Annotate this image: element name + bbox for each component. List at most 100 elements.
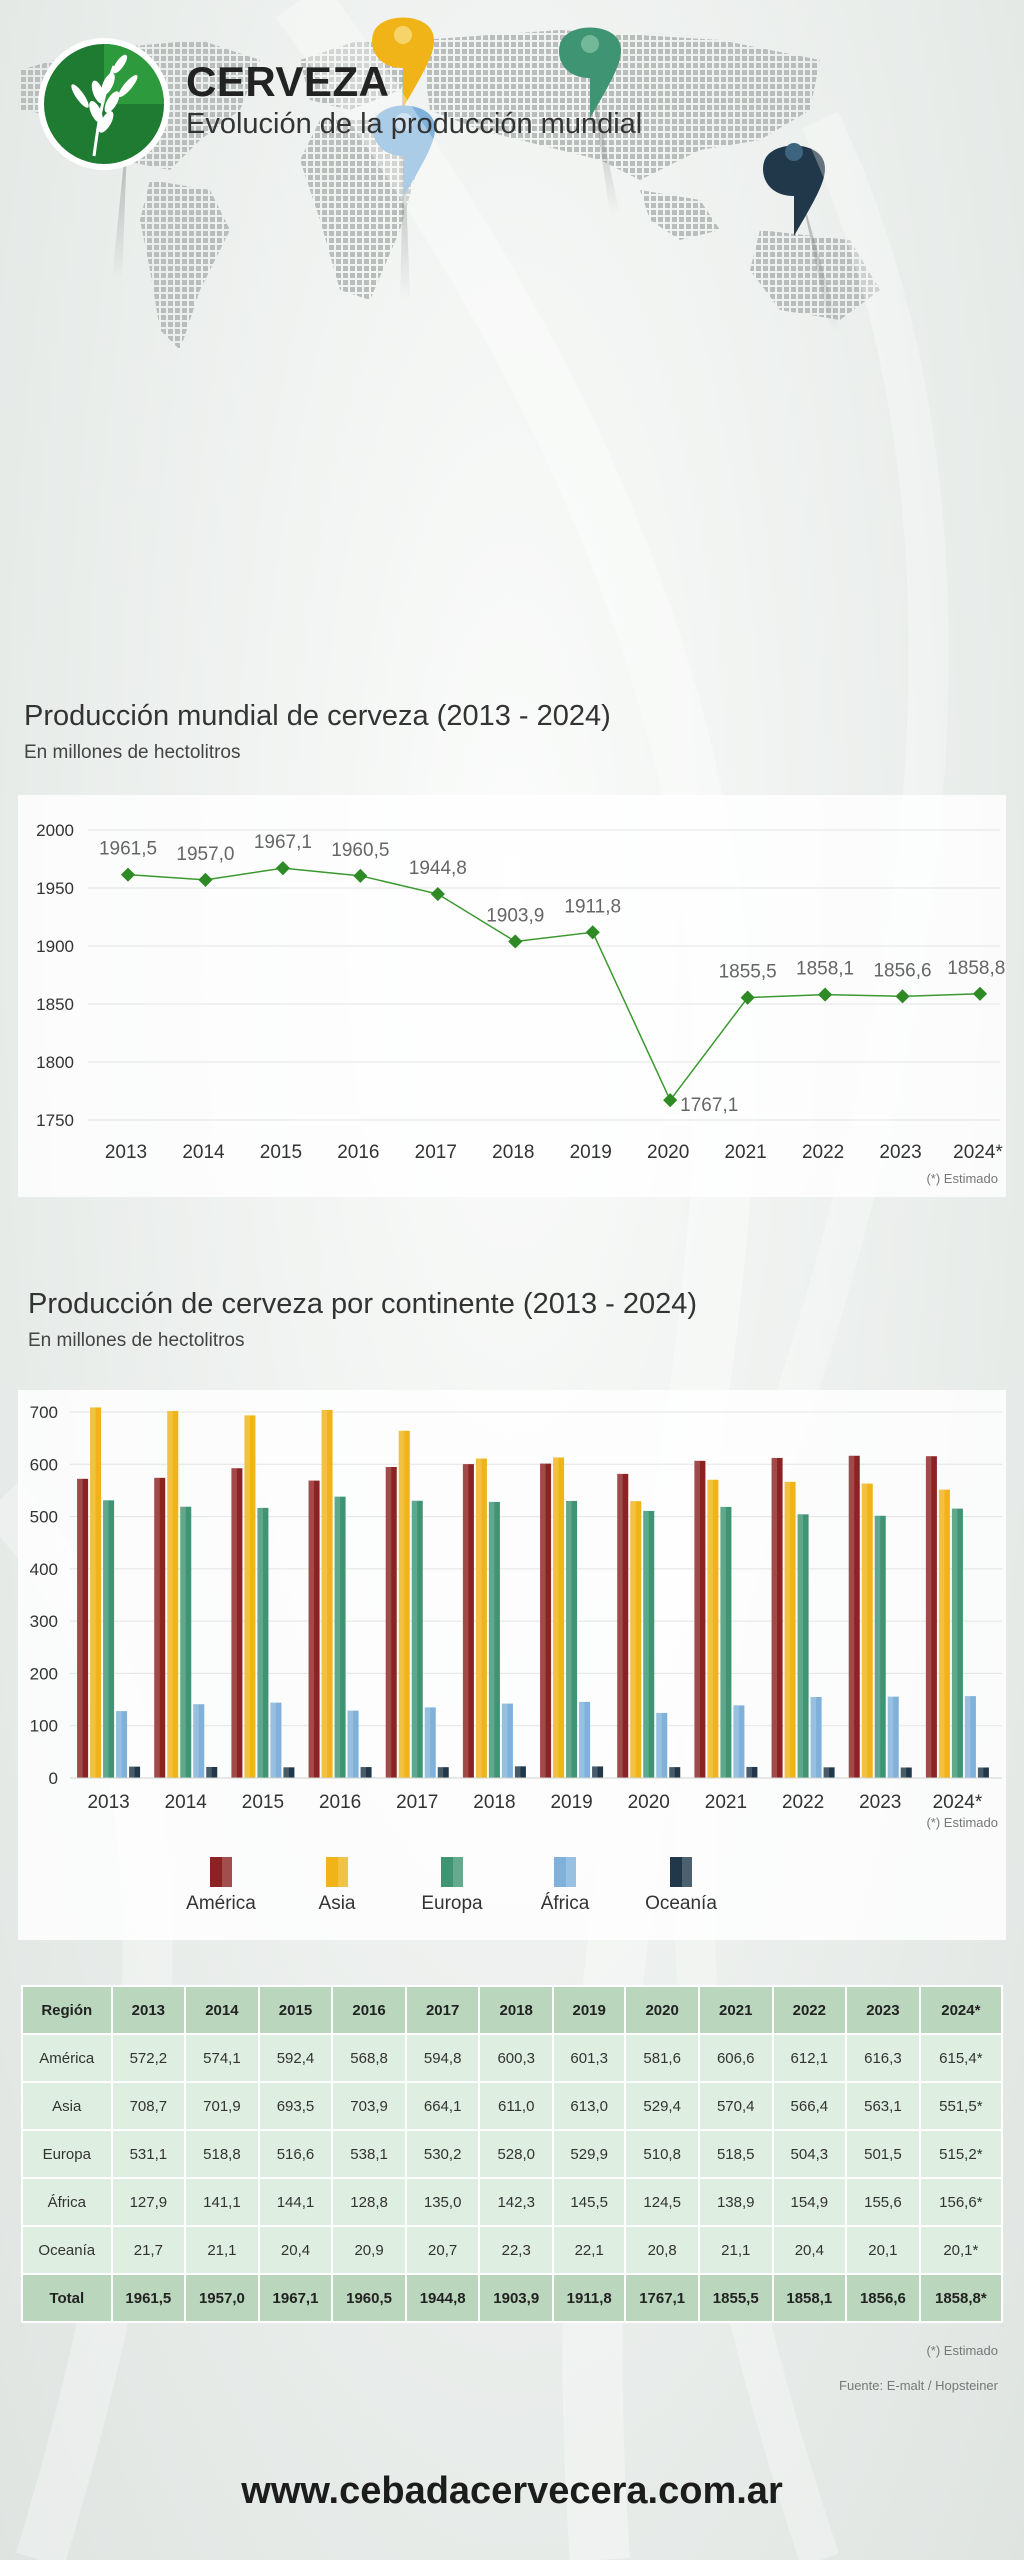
bar-europa [951, 1508, 963, 1778]
table-cell: 551,5* [918, 2081, 1004, 2131]
x-tick-label: 2014 [165, 1792, 208, 1813]
pin-asia [372, 17, 434, 108]
y-tick-label: 400 [30, 1560, 58, 1579]
bar-highlight [579, 1701, 585, 1778]
line-chart: 1750 1800 1850 1900 1950 2000 2013 2014 2015 2016… [36, 821, 1013, 1163]
bar-africa [887, 1696, 899, 1778]
bar-asia [398, 1430, 410, 1778]
page-title: CERVEZA [186, 58, 390, 105]
bar-europa [874, 1515, 886, 1778]
bar-oceania [823, 1767, 835, 1778]
table-row-label: América [21, 2033, 113, 2083]
table-column-header: 2017 [404, 1985, 481, 2035]
bar-highlight [437, 1767, 444, 1778]
table-cell: 574,1 [184, 2033, 260, 2083]
bar-oceania [746, 1766, 758, 1778]
table-cell: 664,1 [404, 2081, 481, 2131]
table-cell: 20,4 [257, 2225, 334, 2275]
table-cell: 703,9 [331, 2081, 407, 2131]
table-row-label: África [21, 2177, 113, 2227]
table-cell: 22,1 [552, 2225, 627, 2275]
y-tick-label: 1900 [36, 937, 74, 956]
pin-shadow [800, 190, 840, 330]
legend-label: África [540, 1893, 590, 1914]
bar-america [231, 1468, 243, 1778]
table-row: Asia 708,7 701,9 693,5 703,9 664,1 611,0 613,0 5… [21, 2081, 1004, 2131]
bar-highlight [694, 1460, 700, 1778]
x-tick-label: 2022 [782, 1792, 824, 1813]
table-cell: 531,1 [110, 2129, 187, 2179]
table-row-label: Total [21, 2273, 113, 2323]
table-cell: 1856,6 [845, 2273, 921, 2323]
bar-highlight [103, 1500, 109, 1778]
table-cell: 1855,5 [697, 2273, 774, 2323]
bar-highlight [848, 1455, 855, 1778]
y-tick-label: 0 [49, 1769, 58, 1788]
bar-america [462, 1464, 474, 1778]
bar-highlight [488, 1501, 495, 1778]
x-tick-label: 2014 [182, 1142, 225, 1163]
bar-highlight [592, 1766, 598, 1778]
bar-highlight [938, 1489, 945, 1778]
bar-oceania [360, 1767, 372, 1778]
table-cell: 601,3 [552, 2033, 627, 2083]
y-tick-label: 300 [30, 1612, 58, 1631]
table-column-header: 2022 [771, 1985, 848, 2035]
x-tick-label: 2018 [492, 1142, 534, 1163]
table-header-row: Región 2013 2014 2015 2016 2017 2018 2019 2020 20… [21, 1985, 1004, 2035]
table-cell: 138,9 [697, 2177, 774, 2227]
legend-swatch [326, 1857, 348, 1887]
y-tick-label: 2000 [36, 821, 74, 840]
x-tick-label: 2021 [705, 1792, 747, 1813]
x-tick-label: 2022 [802, 1142, 844, 1163]
bar-america [694, 1460, 706, 1778]
data-label: 1855,5 [719, 962, 777, 983]
table-cell: 515,2* [918, 2129, 1004, 2179]
bar-oceania [283, 1767, 295, 1778]
table-cell: 563,1 [845, 2081, 921, 2131]
bar-america [848, 1455, 860, 1778]
barley-logo [38, 38, 170, 170]
table-cell: 1957,0 [184, 2273, 260, 2323]
bar-highlight [951, 1508, 958, 1778]
bar-africa [964, 1696, 976, 1778]
pin-africa [373, 105, 435, 196]
bar-africa [116, 1711, 128, 1778]
x-tick-label: 2019 [550, 1792, 592, 1813]
table-cell: 1911,8 [552, 2273, 627, 2323]
bar-highlight [154, 1477, 160, 1778]
bar-highlight [797, 1514, 804, 1778]
bar-africa [270, 1702, 282, 1778]
bar-highlight [244, 1415, 250, 1778]
table-cell: 1944,8 [404, 2273, 481, 2323]
table-cell: 21,1 [184, 2225, 260, 2275]
table-source: Fuente: E-malt / Hopsteiner [839, 2378, 998, 2393]
bar-europa [180, 1506, 192, 1778]
data-label: 1960,5 [331, 840, 389, 861]
table-cell: 145,5 [552, 2177, 627, 2227]
bar-africa [810, 1697, 822, 1778]
bar-highlight [900, 1767, 907, 1778]
x-tick-label: 2013 [87, 1792, 129, 1813]
bar-asia [244, 1415, 256, 1778]
table-cell: 594,8 [404, 2033, 481, 2083]
table-cell: 606,6 [697, 2033, 774, 2083]
bar-highlight [669, 1767, 675, 1778]
x-tick-label: 2023 [859, 1792, 901, 1813]
table-column-header: 2013 [110, 1985, 187, 2035]
x-tick-label: 2024* [953, 1142, 1003, 1163]
table-cell: 20,7 [404, 2225, 481, 2275]
bar-highlight [270, 1702, 276, 1778]
data-label: 1961,5 [99, 839, 157, 860]
bar-highlight [347, 1710, 354, 1778]
data-table-panel: Región 2013 2014 2015 2016 2017 2018 2019 2020 20… [18, 1985, 1006, 2393]
bar-highlight [810, 1697, 817, 1778]
bar-asia [167, 1411, 179, 1778]
bar-africa [579, 1701, 591, 1778]
table-row-label: Europa [21, 2129, 113, 2179]
bar-america [617, 1473, 629, 1778]
bar-asia [784, 1481, 796, 1778]
table-cell: 518,8 [184, 2129, 260, 2179]
bar-highlight [874, 1515, 881, 1778]
legend-label: Europa [421, 1893, 483, 1914]
